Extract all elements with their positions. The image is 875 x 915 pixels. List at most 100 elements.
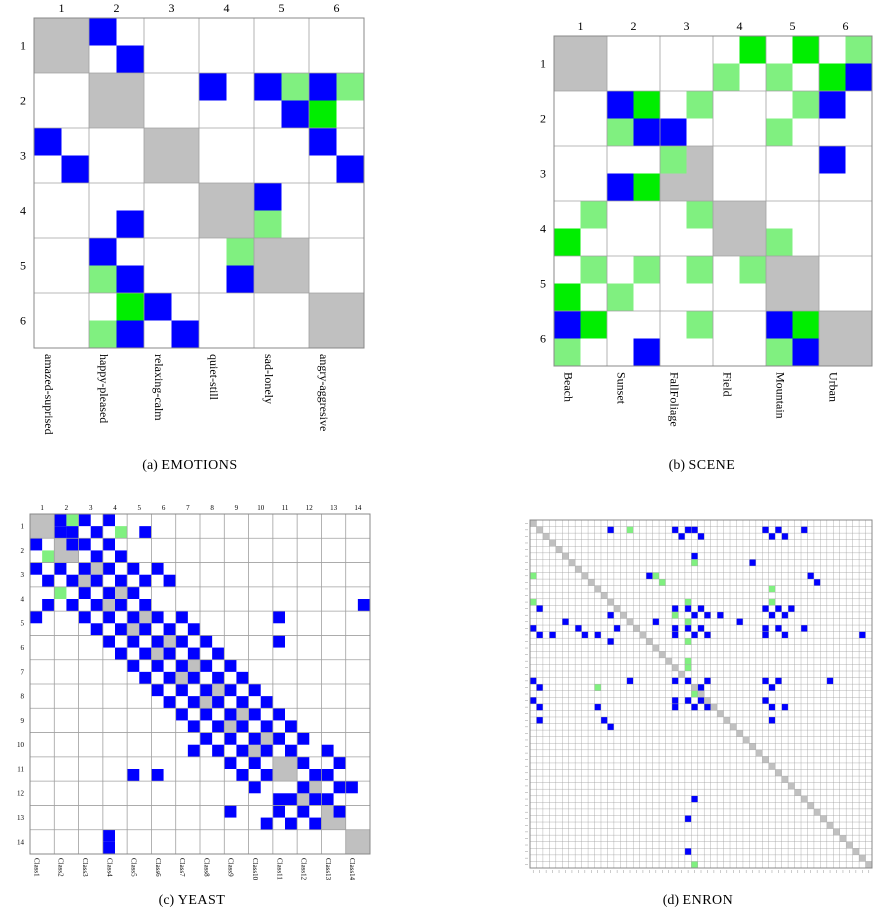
dependency-cell	[684, 625, 692, 632]
dependency-cell	[224, 684, 237, 697]
diagonal-block	[254, 238, 309, 293]
bottom-label: Class3	[81, 858, 89, 877]
dependency-cell	[686, 201, 713, 229]
dependency-cell	[739, 36, 766, 64]
dependency-cell	[260, 769, 273, 782]
dependency-cell	[626, 526, 634, 534]
caption-emotions: (a) EMOTIONS	[90, 458, 290, 474]
dependency-cell	[530, 625, 537, 632]
diagonal-block	[819, 311, 872, 366]
dependency-cell	[127, 611, 140, 624]
dependency-cell	[61, 155, 89, 183]
left-label: 14	[17, 838, 25, 846]
left-label: 6	[21, 644, 25, 652]
dependency-cell	[248, 708, 261, 721]
diagonal-block	[575, 565, 582, 573]
dependency-cell	[554, 228, 581, 256]
caption-prefix: (c)	[158, 893, 175, 908]
left-label: 6	[540, 332, 546, 346]
caption-name: YEAST	[177, 893, 226, 908]
dependency-cell	[248, 684, 261, 697]
dependency-cell	[554, 338, 581, 366]
caption-enron: (d) ENRON	[598, 893, 798, 909]
dependency-cell	[285, 793, 298, 806]
dependency-cell	[127, 635, 140, 648]
dependency-cell	[163, 647, 176, 660]
diagonal-block	[144, 128, 199, 183]
dependency-cell	[90, 599, 103, 612]
dependency-cell	[697, 533, 705, 540]
dependency-cell	[530, 697, 537, 704]
dependency-cell	[254, 73, 282, 101]
dependency-cell	[115, 599, 128, 612]
dependency-cell	[102, 538, 115, 551]
dependency-cell	[684, 638, 692, 645]
dependency-cell	[66, 599, 79, 612]
bottom-label: Class9	[227, 858, 235, 877]
dependency-cell	[281, 100, 309, 128]
dependency-cell	[66, 538, 79, 551]
dependency-cell	[775, 625, 782, 632]
dependency-cell	[34, 128, 62, 156]
top-label: 5	[138, 504, 142, 512]
dependency-cell	[254, 210, 282, 238]
dependency-cell	[187, 744, 200, 757]
bottom-label: relaxing-calm	[152, 354, 166, 421]
diagonal-block	[549, 539, 556, 547]
dependency-cell	[321, 769, 334, 782]
bottom-label: Class1	[32, 858, 40, 877]
dependency-cell	[226, 265, 254, 293]
diagonal-block	[272, 756, 298, 782]
diagonal-block	[775, 769, 782, 777]
dependency-cell	[297, 805, 310, 818]
top-label: 6	[162, 504, 166, 512]
dependency-cell	[633, 338, 660, 366]
dependency-cell	[102, 562, 115, 575]
dependency-cell	[671, 677, 679, 685]
dependency-cell	[200, 684, 213, 697]
dependency-cell	[236, 720, 249, 733]
left-label: 1	[540, 57, 546, 71]
dependency-cell	[260, 720, 273, 733]
diagonal-block	[704, 697, 711, 704]
dependency-cell	[775, 605, 782, 612]
dependency-cell	[845, 36, 872, 64]
left-label: 3	[21, 571, 25, 579]
dependency-cell	[90, 550, 103, 563]
dependency-cell	[594, 631, 601, 639]
dependency-cell	[78, 538, 91, 551]
dependency-cell	[102, 841, 115, 854]
left-label: 11	[17, 765, 24, 773]
dependency-cell	[224, 805, 237, 818]
diagonal-block	[742, 736, 750, 744]
dependency-cell	[321, 744, 334, 757]
matrix-enron	[525, 519, 873, 873]
dependency-cell	[697, 605, 705, 612]
dependency-cell	[272, 708, 285, 721]
dependency-cell	[224, 756, 237, 769]
dependency-cell	[554, 283, 581, 311]
left-label: 7	[21, 668, 25, 676]
dependency-cell	[788, 605, 795, 612]
dependency-cell	[336, 155, 364, 183]
dependency-cell	[224, 659, 237, 672]
dependency-cell	[697, 697, 705, 704]
diagonal-block	[199, 183, 254, 238]
dependency-cell	[309, 128, 337, 156]
matrix-border	[553, 35, 873, 367]
matrix-yeast: 1 2 3 4 5 6 7 8 9 10 11 12 13 141234567891011121314Cl…	[17, 504, 371, 881]
dependency-cell	[819, 91, 846, 119]
dependency-cell	[704, 677, 711, 685]
diagonal-block	[788, 782, 795, 790]
dependency-cell	[801, 625, 808, 632]
dependency-cell	[78, 611, 91, 624]
dependency-cell	[749, 559, 756, 566]
dependency-cell	[704, 631, 711, 639]
dependency-cell	[78, 562, 91, 575]
top-label: 2	[631, 19, 637, 33]
dependency-cell	[691, 559, 698, 566]
left-label: 13	[17, 814, 25, 822]
dependency-cell	[859, 631, 866, 639]
dependency-cell	[90, 526, 103, 539]
